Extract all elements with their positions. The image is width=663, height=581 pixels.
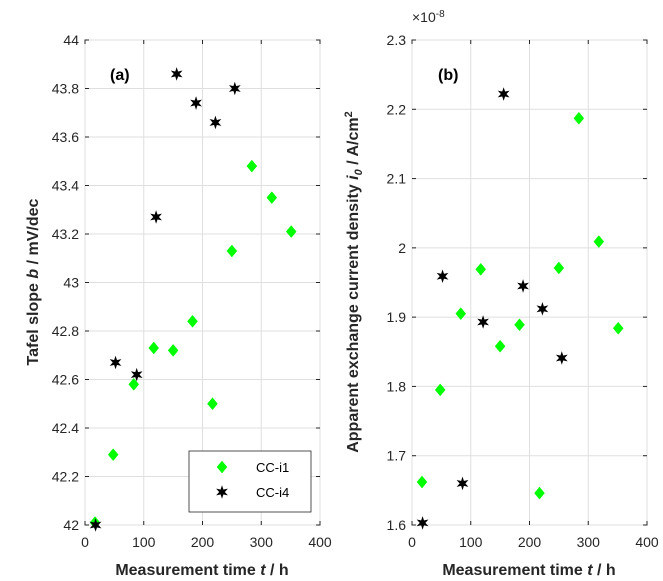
y-tick-label-a: 43 <box>63 275 79 291</box>
data-point-a-cc-i1 <box>226 244 238 258</box>
data-point-b-cc-i1 <box>593 235 605 249</box>
data-point-b-cc-i1 <box>573 111 585 125</box>
data-point-b-cc-i1 <box>612 321 624 335</box>
y-axis-label-b: Apparent exchange current density i0 / A… <box>343 111 365 453</box>
x-axis-label-a: Measurement time t / h <box>115 562 288 579</box>
data-point-a-cc-i1 <box>207 397 218 411</box>
ticks-a: 0 100 200 300 400 42 42.2 42.4 42.6 42.8 43 43.2 43.… <box>52 32 332 550</box>
y-tick-label-b: 2.3 <box>387 32 407 48</box>
data-point-b-cc-i1 <box>475 262 487 276</box>
data-point-b-cc-i4 <box>416 516 429 530</box>
data-point-a-cc-i1 <box>167 344 179 357</box>
data-point-a-cc-i4 <box>89 518 102 532</box>
data-point-a-cc-i4 <box>190 96 202 110</box>
data-point-b-cc-i4 <box>456 476 469 491</box>
x-tick-label-b: 100 <box>459 534 483 550</box>
legend-marker-cc-i1 <box>216 460 228 474</box>
points-b <box>416 87 624 530</box>
y-tick-label-b: 1.6 <box>387 517 407 533</box>
legend-label-cc-i1: CC-i1 <box>256 460 289 475</box>
x-tick-label-a: 400 <box>308 534 332 550</box>
y-tick-label-a: 43.6 <box>52 129 79 145</box>
data-point-a-cc-i1 <box>107 448 119 462</box>
y-tick-label-a: 43.4 <box>52 178 79 194</box>
y-tick-label-a: 42.4 <box>52 420 79 436</box>
data-point-a-cc-i1 <box>148 341 160 355</box>
data-point-b-cc-i4 <box>477 315 489 329</box>
data-point-b-cc-i1 <box>514 318 525 332</box>
legend-marker-diamond <box>216 460 228 474</box>
y-axis-label-a: Tafel slope b / mV/dec <box>25 198 42 365</box>
data-point-b-cc-i4 <box>436 269 449 284</box>
panel-label-a: (a) <box>110 67 130 84</box>
ticks-b: 0 100 200 300 400 1.6 1.7 1.8 1.9 2 2.1 2.2 2.3 <box>387 32 659 550</box>
data-point-b-cc-i1 <box>553 261 565 275</box>
y-tick-label-a: 42 <box>63 517 79 533</box>
x-tick-label-b: 0 <box>408 534 416 550</box>
data-point-b-cc-i1 <box>434 383 446 397</box>
y-tick-label-a: 42.2 <box>52 469 79 485</box>
legend-marker-cc-i4 <box>216 485 228 499</box>
x-tick-label-a: 100 <box>132 534 156 550</box>
x-tick-label-a: 300 <box>250 534 274 550</box>
data-point-b-cc-i4 <box>517 279 529 293</box>
y-tick-label-b: 1.7 <box>387 448 407 464</box>
y-exponent-label-b: ×10-8 <box>412 9 445 25</box>
data-point-a-cc-i4 <box>130 367 143 382</box>
data-point-a-cc-i1 <box>285 225 297 238</box>
x-tick-label-b: 400 <box>635 534 659 550</box>
data-point-a-cc-i4 <box>150 210 162 224</box>
grid-b <box>411 39 648 526</box>
data-point-a-cc-i1 <box>187 314 198 328</box>
data-point-b-cc-i1 <box>455 307 467 321</box>
y-tick-label-a: 42.6 <box>52 372 79 388</box>
y-tick-label-a: 43.2 <box>52 226 79 242</box>
y-tick-label-a: 44 <box>63 32 79 48</box>
chart-panel-a: 0 100 200 300 400 42 42.2 42.4 42.6 42.8 43 43.2 43.… <box>25 32 332 579</box>
data-point-a-cc-i4 <box>209 115 222 130</box>
legend-label-cc-i4: CC-i4 <box>256 485 289 500</box>
data-point-b-cc-i1 <box>534 486 545 500</box>
data-point-a-cc-i4 <box>109 355 122 370</box>
y-tick-label-b: 2.2 <box>387 101 407 117</box>
y-tick-label-b: 2.1 <box>387 171 407 187</box>
y-tick-label-a: 42.8 <box>52 323 79 339</box>
data-point-a-cc-i4 <box>170 67 183 81</box>
data-point-a-cc-i1 <box>246 159 258 173</box>
data-point-a-cc-i1 <box>266 191 278 205</box>
data-point-b-cc-i1 <box>494 339 506 353</box>
legend: CC-i1 CC-i4 <box>188 450 312 513</box>
data-point-a-cc-i1 <box>128 377 140 391</box>
legend-marker-star <box>216 485 228 499</box>
x-axis-label-b: Measurement time t / h <box>442 562 615 579</box>
data-point-a-cc-i4 <box>228 81 241 96</box>
x-tick-label-b: 200 <box>518 534 542 550</box>
data-point-b-cc-i4 <box>555 351 568 365</box>
legend-box <box>188 450 312 513</box>
y-tick-label-b: 2 <box>398 240 406 256</box>
y-tick-label-b: 1.8 <box>387 378 407 394</box>
x-tick-label-a: 0 <box>81 534 89 550</box>
x-tick-label-b: 300 <box>577 534 601 550</box>
data-point-b-cc-i1 <box>416 475 428 489</box>
x-tick-label-a: 200 <box>191 534 215 550</box>
data-point-b-cc-i4 <box>497 87 510 101</box>
y-tick-label-a: 43.8 <box>52 81 79 97</box>
points-a <box>89 67 297 532</box>
data-point-b-cc-i4 <box>536 302 549 316</box>
panel-label-b: (b) <box>438 67 458 84</box>
y-tick-label-b: 1.9 <box>387 309 407 325</box>
